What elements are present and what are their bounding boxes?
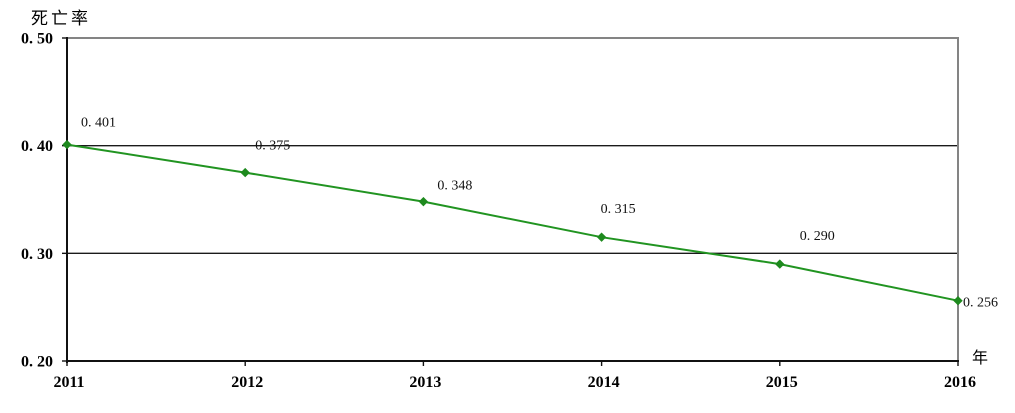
- y-tick-label: 0. 20: [21, 354, 53, 371]
- y-axis-title: 死亡率: [31, 9, 91, 28]
- x-tick-label: 2014: [588, 374, 620, 391]
- x-axis-title: 年: [972, 350, 989, 367]
- y-tick-label: 0. 30: [21, 246, 53, 263]
- x-tick-label: 2015: [766, 374, 798, 391]
- x-tick-label: 2016: [944, 374, 976, 391]
- data-point-label: 0. 401: [81, 116, 116, 131]
- data-point-marker: [953, 295, 963, 306]
- data-point-label: 0. 290: [800, 229, 835, 244]
- x-tick-label: 2011: [53, 374, 84, 391]
- x-tick-label: 2013: [409, 374, 441, 391]
- data-point-marker: [775, 259, 785, 269]
- data-point-marker: [596, 232, 607, 242]
- x-tick-label: 2012: [231, 374, 263, 391]
- data-point-label: 0. 256: [963, 296, 998, 311]
- y-tick-label: 0. 50: [21, 31, 53, 48]
- y-tick-label: 0. 40: [21, 138, 53, 155]
- data-point-marker: [418, 196, 429, 207]
- data-point-marker: [240, 167, 250, 178]
- data-point-marker: [62, 139, 72, 150]
- data-point-label: 0. 348: [437, 179, 472, 194]
- data-point-label: 0. 315: [601, 202, 636, 217]
- data-point-label: 0. 375: [255, 139, 290, 154]
- series-line: [66, 143, 959, 302]
